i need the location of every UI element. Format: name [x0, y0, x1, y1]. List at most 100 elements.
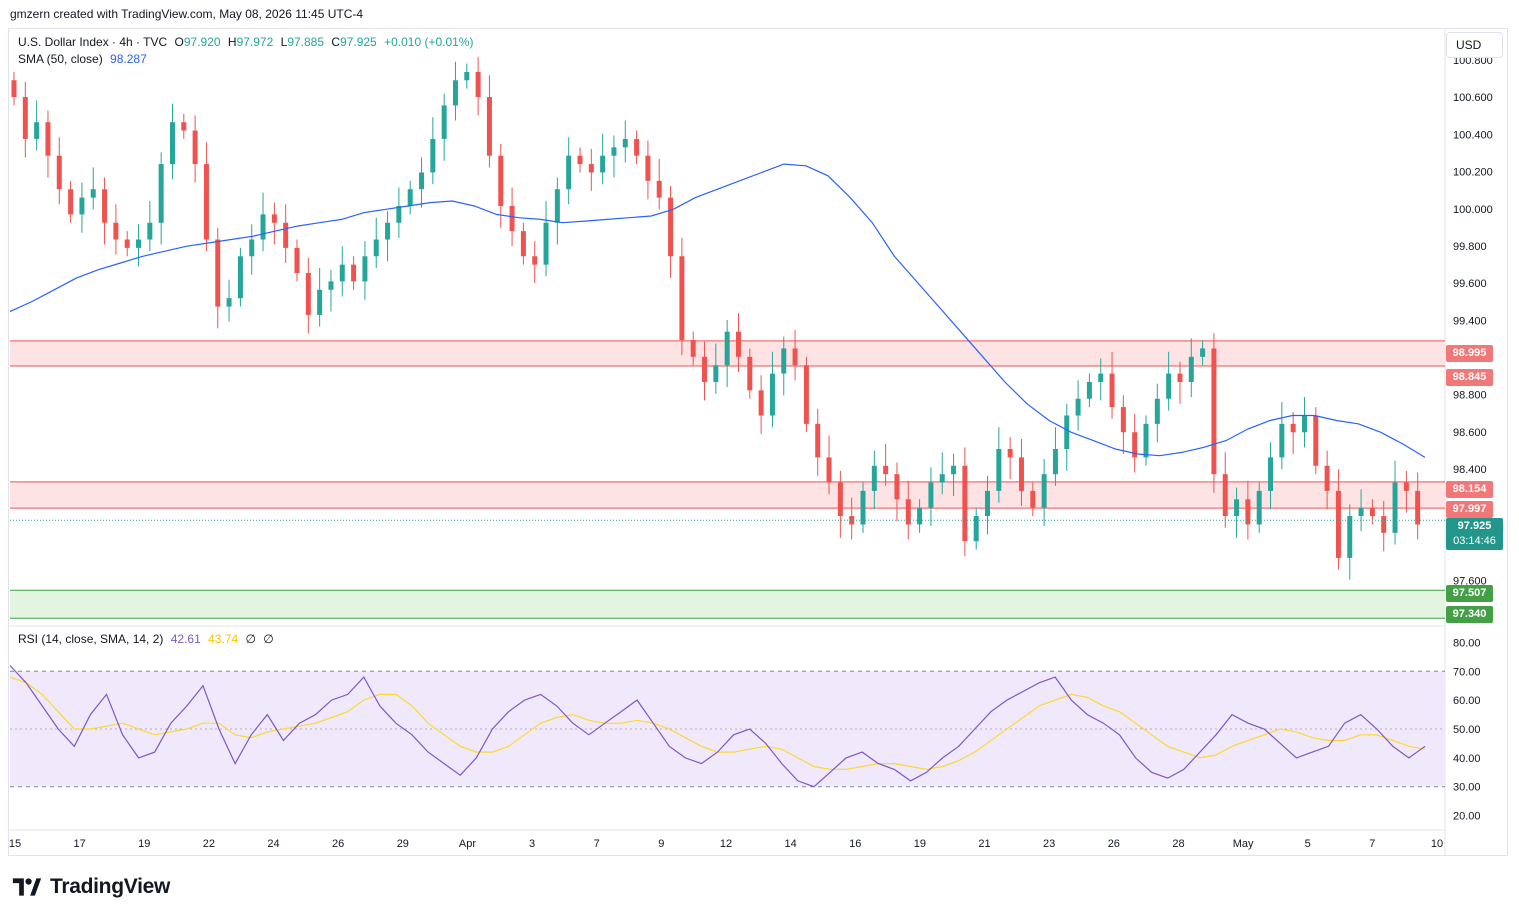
zone1-bottom-tag: 98.845: [1446, 369, 1493, 386]
rsi-legend: RSI (14, close, SMA, 14, 2) 42.61 43.74 …: [18, 632, 278, 646]
candle-body: [34, 122, 40, 139]
candle-body: [962, 465, 968, 542]
candle-body: [939, 474, 945, 483]
candle-body: [702, 356, 708, 382]
time-tick-label: 17: [74, 838, 86, 850]
low-value: 97.885: [287, 35, 325, 49]
candle-body: [1177, 373, 1183, 382]
zone1-top-tag: 98.995: [1446, 345, 1493, 362]
candle-body: [1279, 423, 1285, 458]
candle-body: [1098, 373, 1104, 382]
time-tick-label: 21: [978, 838, 990, 850]
time-tick-label: 9: [658, 838, 664, 850]
candle-body: [1109, 373, 1115, 408]
candle-body: [362, 256, 368, 282]
candle-body: [22, 97, 28, 139]
candle-body: [1007, 449, 1013, 458]
zone3-bottom-tag: 97.340: [1446, 606, 1493, 623]
candle-body: [113, 222, 119, 240]
candle-body: [339, 264, 345, 282]
candle-body: [1200, 348, 1206, 357]
candle-body: [1234, 499, 1240, 517]
zone-3: [10, 590, 1445, 619]
candle-body: [1245, 499, 1251, 525]
zone2-bottom-tag: 97.997: [1446, 501, 1493, 518]
rsi-pane[interactable]: [9, 665, 1445, 788]
candle-body: [396, 205, 402, 223]
candle-body: [351, 264, 357, 282]
candle-body: [294, 247, 300, 274]
open-label: O: [174, 35, 184, 49]
symbol-title: U.S. Dollar Index · 4h · TVC: [18, 35, 168, 49]
price-tick-label: 98.400: [1453, 464, 1487, 476]
price-tick-label: 100.400: [1453, 129, 1493, 141]
candle-body: [283, 222, 289, 248]
candle-body: [56, 155, 62, 190]
candle-body: [1403, 482, 1409, 491]
candle-body: [985, 490, 991, 517]
candle-body: [543, 222, 549, 265]
last-price-value: 97.925: [1457, 520, 1492, 532]
sma-label: SMA (50, close): [18, 52, 103, 66]
price-tick-label: 99.600: [1453, 278, 1487, 290]
candle-body: [520, 231, 526, 257]
candle-body: [1324, 465, 1330, 491]
candle-body: [1290, 423, 1296, 433]
candle-body: [136, 239, 142, 248]
candle-body: [260, 214, 266, 240]
candle-body: [1313, 415, 1319, 466]
candle-body: [441, 105, 447, 139]
chart-frame[interactable]: [8, 28, 1508, 856]
price-tick-label: 97.600: [1453, 576, 1487, 588]
countdown-value: 03:14:46: [1453, 535, 1496, 547]
candle-body: [305, 273, 311, 315]
candle-body: [928, 482, 934, 508]
time-tick-label: 23: [1043, 838, 1055, 850]
tradingview-logo[interactable]: TradingView: [12, 874, 170, 900]
sma-legend: SMA (50, close) 98.287: [18, 52, 151, 66]
price-tick-label: 100.800: [1453, 55, 1493, 67]
candle-body: [894, 474, 900, 500]
candle-body: [1052, 449, 1058, 475]
candle-body: [747, 356, 753, 391]
zone2-top-tag: 98.154: [1446, 481, 1493, 498]
price-tick-label: 98.600: [1453, 427, 1487, 439]
price-tick-label: 98.800: [1453, 390, 1487, 402]
time-tick-label: May: [1233, 838, 1254, 850]
currency-selector[interactable]: USD: [1446, 32, 1503, 58]
candle-body: [1154, 398, 1160, 424]
candle-body: [1143, 423, 1149, 458]
candle-body: [656, 180, 662, 198]
candle-body: [79, 197, 85, 215]
candle-body: [317, 289, 323, 315]
candle-body: [452, 80, 458, 106]
change-value: +0.010 (+0.01%): [384, 35, 474, 49]
candle-body: [169, 122, 175, 165]
time-tick-label: Apr: [459, 838, 476, 850]
rsi-tick-label: 40.00: [1453, 753, 1481, 765]
close-label: C: [331, 35, 341, 49]
time-tick-label: 28: [1172, 838, 1184, 850]
price-tick-label: 99.800: [1453, 241, 1487, 253]
zone-2: [10, 481, 1445, 509]
rsi-tick-label: 60.00: [1453, 695, 1481, 707]
price-pane[interactable]: [8, 29, 1446, 856]
candle-body: [645, 155, 651, 181]
tradingview-logo-icon: [12, 878, 42, 896]
candle-body: [815, 423, 821, 458]
price-axis[interactable]: 100.800 100.600 100.400 100.200 100.000 99.80…: [1453, 55, 1493, 823]
candle-body: [328, 281, 334, 290]
time-axis[interactable]: 15 17 19 22 24 26 29 Apr 3 7 9 12 14 16 19 21 23 26 28 May 5…: [9, 838, 1443, 850]
candle-body: [158, 164, 164, 223]
candle-body: [430, 138, 436, 173]
candle-body: [588, 164, 594, 173]
rsi-extra-1: ∅: [245, 632, 256, 646]
candle-body: [1369, 507, 1375, 517]
candle-body: [486, 97, 492, 156]
candle-body: [249, 239, 255, 257]
candle-body: [1030, 490, 1036, 508]
candle-body: [1188, 356, 1194, 382]
time-tick-label: 14: [785, 838, 797, 850]
low-label: L: [280, 35, 288, 49]
